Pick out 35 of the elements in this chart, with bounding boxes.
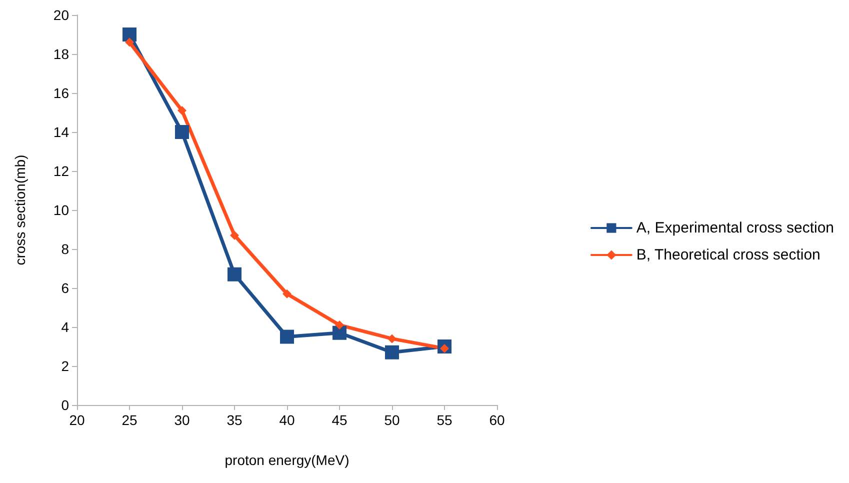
y-tick-label: 6 — [61, 280, 70, 296]
point — [332, 326, 346, 340]
point — [175, 125, 189, 139]
point — [228, 267, 242, 282]
point — [280, 330, 294, 344]
x-tick-label: 45 — [332, 412, 348, 428]
y-tick-label: 10 — [53, 202, 70, 218]
point — [385, 345, 399, 360]
y-tick-label: 18 — [53, 46, 70, 62]
x-tick-label: 40 — [279, 412, 295, 428]
x-axis-title: proton energy(MeV) — [224, 452, 350, 468]
legend-label: A, Experimental cross section — [636, 220, 834, 236]
y-tick-label: 20 — [53, 7, 70, 23]
point — [335, 320, 344, 330]
point — [125, 38, 134, 47]
x-tick-label: 30 — [174, 412, 190, 428]
y-axis-title: cross section(mb) — [12, 154, 28, 266]
point — [122, 28, 136, 42]
point — [230, 230, 239, 240]
x-tick-label: 35 — [226, 412, 242, 428]
legend-label: B, Theoretical cross section — [636, 246, 820, 264]
y-tick-label: 4 — [61, 319, 70, 335]
point — [282, 289, 292, 298]
y-tick-label: 12 — [53, 163, 70, 179]
y-tick-label: 8 — [61, 241, 70, 257]
y-tick-label: 0 — [61, 397, 70, 413]
y-tick-label: 16 — [53, 85, 70, 101]
x-tick-label: 50 — [384, 412, 400, 428]
y-tick-label: 2 — [61, 358, 70, 374]
y-tick-label: 14 — [53, 124, 70, 140]
x-tick-label: 25 — [122, 412, 138, 428]
x-tick-label: 60 — [489, 412, 505, 428]
x-tick-label: 55 — [436, 412, 452, 428]
point — [388, 334, 396, 344]
point — [178, 106, 186, 116]
